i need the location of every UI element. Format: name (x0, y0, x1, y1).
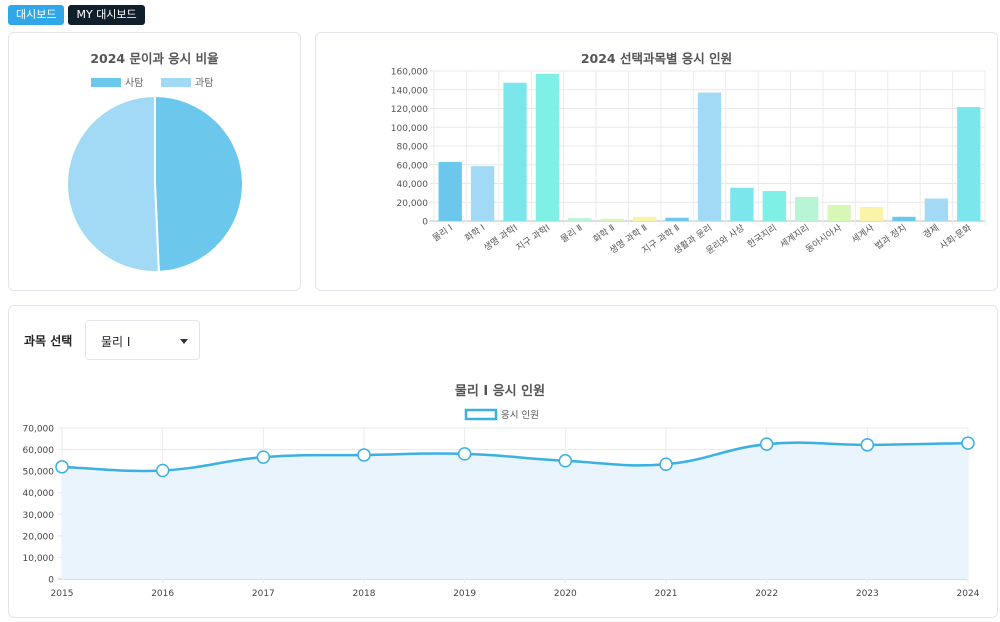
bar-y-tick-label: 0 (422, 218, 428, 228)
tab-dashboard[interactable]: 대시보드 (8, 5, 65, 25)
bar-y-tick-label: 100,000 (391, 124, 428, 134)
bar-13 (827, 205, 851, 221)
bar-4 (535, 73, 560, 221)
bar-chart-card: 2024 선택과목별 응시 인원 0 20,000 40,000 60,000 80,0… (315, 32, 998, 291)
dashboard-tabs: 대시보드 MY 대시보드 (8, 5, 145, 25)
bar-14 (859, 206, 884, 221)
bar-17 (957, 107, 981, 221)
bar-x-tick-label: 사회·문화 (938, 222, 974, 252)
bar-y-tick-label: 120,000 (391, 105, 428, 115)
bar-x-tick-label: 물리 Ⅰ (431, 222, 455, 244)
pie-slice-2 (66, 94, 160, 273)
pie-slice-1 (154, 94, 244, 273)
pie-legend-label: 사탐 (125, 77, 143, 89)
bar-6 (600, 218, 624, 221)
bar-x-tick-label: 세계사 (849, 221, 877, 245)
bar-chart: 0 20,000 40,000 60,000 80,000 100,000 120,000 1… (391, 68, 986, 257)
bar-y-tick-label: 40,000 (397, 180, 429, 190)
bar-12 (795, 197, 819, 221)
bar-y-tick-label: 80,000 (397, 143, 429, 153)
subject-select-value: 물리 I (101, 335, 131, 349)
bar-8 (665, 217, 689, 221)
bar-11 (762, 191, 786, 221)
bar-x-tick-label: 법과 정치 (872, 222, 908, 252)
bar-y-tick-label: 140,000 (391, 86, 428, 96)
pie-chart-card: 2024 문이과 응시 비율 사탐 과탐 (8, 32, 301, 291)
bar-x-tick-label: 화학 Ⅰ (463, 222, 487, 244)
pie-legend-swatch (161, 78, 191, 87)
chevron-down-icon (180, 339, 188, 344)
bar-1 (438, 161, 462, 221)
bar-7 (633, 216, 657, 221)
tab-my-dashboard[interactable]: MY 대시보드 (68, 5, 145, 25)
bar-3 (503, 82, 527, 221)
pie-legend-label: 과탐 (195, 77, 213, 89)
bar-x-tick-label: 생명 과학Ⅰ (482, 222, 520, 253)
bar-x-tick-label: 화학 Ⅱ (591, 222, 617, 245)
bar-5 (568, 218, 592, 221)
bar-y-tick-label: 20,000 (397, 199, 429, 209)
line-chart-title: 물리 Ⅰ 응시 인원 (454, 384, 546, 399)
pie-legend-swatch (91, 78, 121, 87)
bar-x-tick-label: 경제 (921, 222, 941, 241)
subject-select[interactable]: 물리 I (85, 320, 200, 360)
bar-9 (697, 92, 722, 221)
bar-x-tick-label: 동아시아사 (804, 222, 845, 255)
subject-select-label: 과목 선택 (24, 334, 73, 348)
pie-chart-title: 2024 문이과 응시 비율 (90, 51, 219, 66)
bar-15 (892, 216, 916, 221)
bar-y-tick-label: 60,000 (397, 161, 429, 171)
bar-x-tick-label: 물리 Ⅱ (559, 222, 585, 245)
bar-16 (924, 198, 949, 221)
bar-chart-title: 2024 선택과목별 응시 인원 (580, 51, 733, 66)
bar-10 (730, 187, 754, 221)
bar-x-tick-label: 지구 과학Ⅰ (514, 222, 552, 253)
bar-2 (470, 166, 495, 221)
pie-chart: 사탐 과탐 (66, 77, 244, 273)
bar-x-tick-label: 한국지리 (746, 222, 779, 250)
bar-y-tick-label: 160,000 (391, 68, 428, 78)
